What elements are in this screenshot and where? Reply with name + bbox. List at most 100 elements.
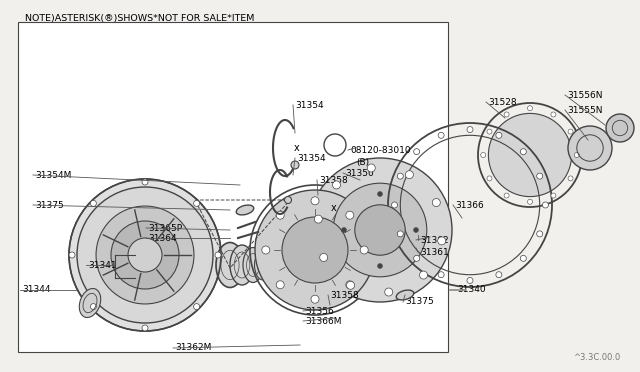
Circle shape [262,246,270,254]
Text: x: x [331,203,337,213]
Text: ^3.3C.00.0: ^3.3C.00.0 [573,353,620,362]
Circle shape [128,238,162,272]
Circle shape [504,112,509,117]
Circle shape [378,192,383,196]
Text: 31362M: 31362M [175,343,211,353]
Circle shape [69,179,221,331]
Text: 31556N: 31556N [567,90,602,99]
Circle shape [194,304,200,310]
Circle shape [520,149,526,155]
Circle shape [527,106,532,111]
Circle shape [342,228,346,232]
Circle shape [90,304,97,310]
Circle shape [320,253,328,262]
Circle shape [413,149,420,155]
Circle shape [405,171,413,179]
Circle shape [419,271,428,279]
Circle shape [367,164,375,172]
Circle shape [69,252,75,258]
Circle shape [432,199,440,206]
Ellipse shape [79,289,100,318]
Text: 31354M: 31354M [35,170,72,180]
Circle shape [333,181,340,189]
Circle shape [413,255,420,262]
Circle shape [347,281,355,289]
Text: (B): (B) [356,157,369,167]
Circle shape [438,132,444,138]
Circle shape [385,288,393,296]
Circle shape [568,129,573,134]
Circle shape [333,183,427,277]
Circle shape [346,281,354,289]
Text: 31362: 31362 [420,235,449,244]
Text: 31375: 31375 [35,201,64,209]
Circle shape [488,113,572,196]
Circle shape [255,190,375,310]
Ellipse shape [255,250,271,280]
Circle shape [324,134,346,156]
Text: 08120-83010: 08120-83010 [350,145,411,154]
Ellipse shape [396,290,414,300]
Circle shape [487,176,492,181]
Circle shape [551,193,556,198]
Circle shape [481,153,486,157]
Text: 31354: 31354 [297,154,326,163]
Ellipse shape [265,252,279,278]
Circle shape [311,197,319,205]
Text: 31361: 31361 [420,247,449,257]
Circle shape [551,112,556,117]
Text: x: x [294,143,300,153]
Circle shape [487,129,492,134]
Circle shape [311,295,319,303]
Text: 31358: 31358 [319,176,348,185]
Circle shape [606,114,634,142]
Text: 31375: 31375 [405,298,434,307]
Circle shape [568,176,573,181]
Text: 31354: 31354 [295,100,324,109]
Circle shape [360,246,368,254]
Ellipse shape [236,205,254,215]
Circle shape [568,126,612,170]
Circle shape [111,221,179,289]
Circle shape [291,161,299,169]
Bar [18,22,448,352]
Ellipse shape [243,247,263,282]
Text: 31366: 31366 [455,201,484,209]
Text: 31555N: 31555N [567,106,602,115]
Text: 31356: 31356 [305,307,333,315]
Circle shape [314,215,323,223]
Circle shape [496,272,502,278]
Circle shape [276,281,284,289]
Circle shape [142,325,148,331]
Text: 31364: 31364 [148,234,177,243]
Circle shape [496,132,502,138]
Circle shape [504,193,509,198]
Circle shape [537,173,543,179]
Text: 31366M: 31366M [305,317,342,326]
Circle shape [467,126,473,132]
Circle shape [397,231,403,237]
Circle shape [282,217,348,283]
Ellipse shape [216,243,244,288]
Circle shape [96,206,194,304]
Circle shape [355,205,405,255]
Circle shape [285,196,291,203]
Ellipse shape [230,245,254,285]
Circle shape [413,228,419,232]
Circle shape [215,252,221,258]
Circle shape [308,158,452,302]
Text: NOTE)ASTERISK(®)SHOWS*NOT FOR SALE*ITEM: NOTE)ASTERISK(®)SHOWS*NOT FOR SALE*ITEM [25,14,254,23]
Text: 31344: 31344 [22,285,51,295]
Circle shape [438,237,445,245]
Circle shape [543,202,548,208]
Circle shape [77,187,213,323]
Circle shape [397,173,403,179]
Circle shape [378,263,383,269]
Circle shape [574,153,579,157]
Text: 31340: 31340 [457,285,486,295]
Text: 31341: 31341 [88,260,116,269]
Text: 31528: 31528 [488,97,516,106]
Circle shape [90,201,97,206]
Circle shape [467,278,473,283]
Text: 31365P: 31365P [148,224,182,232]
